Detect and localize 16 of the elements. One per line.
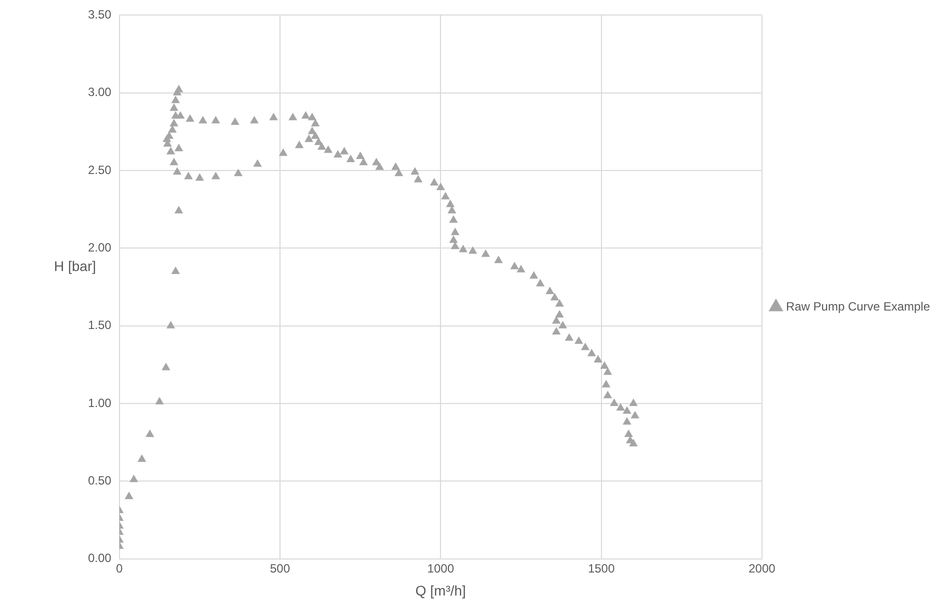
y-tick-label: 1.50: [88, 318, 112, 332]
y-tick-label: 0.50: [88, 473, 112, 488]
y-tick-label: 3.50: [88, 8, 112, 22]
y-tick-label: 3.00: [88, 85, 112, 100]
x-tick-label: 2000: [748, 561, 776, 576]
y-tick-label: 2.00: [88, 240, 112, 254]
x-axis-title: Q [m³/h]: [415, 582, 466, 598]
legend-label: Raw Pump Curve Example: [786, 299, 930, 314]
x-tick-label: 1500: [588, 561, 615, 576]
x-tick-label: 0: [116, 561, 124, 576]
x-tick-label: 500: [270, 561, 290, 576]
y-tick-label: 2.50: [88, 162, 112, 177]
y-tick-label: 0.00: [88, 551, 112, 566]
y-tick-label: 1.00: [88, 396, 112, 410]
y-axis-title: H [bar]: [54, 258, 96, 274]
x-tick-label: 1000: [427, 561, 454, 576]
